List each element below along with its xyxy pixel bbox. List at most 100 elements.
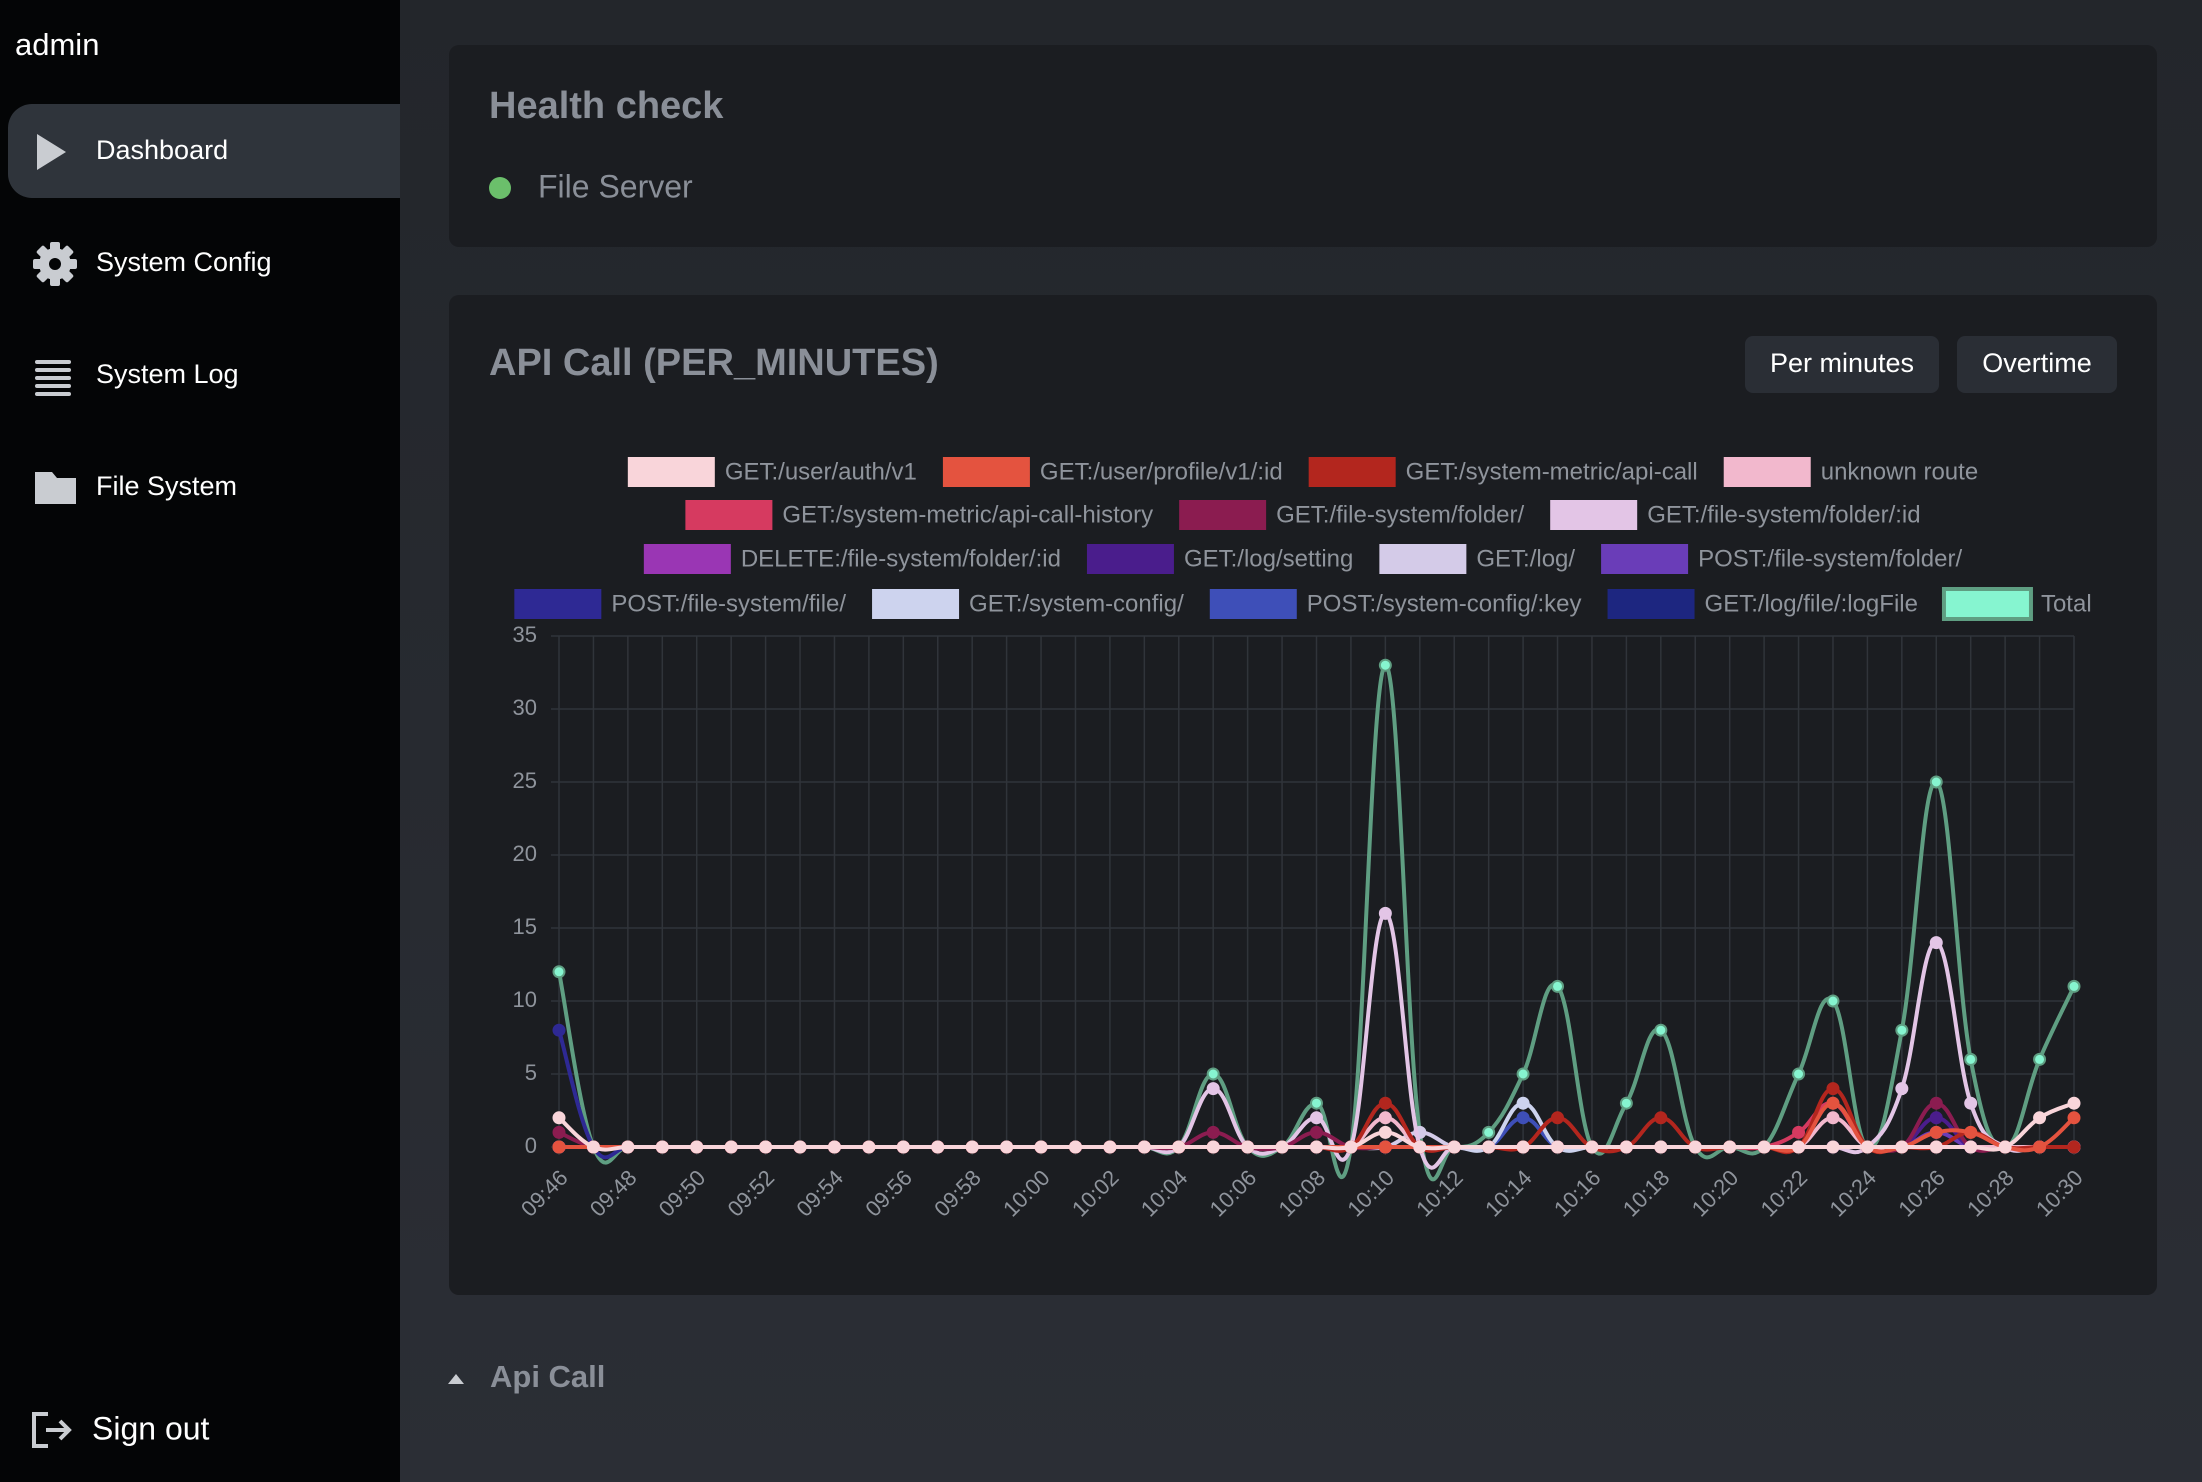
data-point [1172,1140,1186,1154]
sidebar [0,0,400,1482]
y-tick-label: 30 [513,695,537,720]
folder-icon [35,472,76,504]
data-point [1964,1096,1978,1110]
legend-label: GET:/system-metric/api-call [1406,458,1698,485]
data-point [1310,1125,1323,1139]
data-point [2067,979,2081,993]
legend-swatch [1607,589,1695,619]
service-name: File Server [538,168,693,204]
data-point [1447,1140,1461,1154]
button-label[interactable]: Overtime [1982,348,2092,378]
data-point [1378,1096,1392,1110]
dashboard-icon [37,134,66,170]
log-icon [35,360,71,396]
nav-item[interactable]: System Config [96,247,272,277]
data-point [2067,1111,2081,1125]
data-point [552,1111,566,1125]
data-point [1654,1140,1668,1154]
legend-label: DELETE:/file-system/folder/:id [741,545,1061,572]
data-point [1068,1140,1082,1154]
data-point [1137,1140,1151,1154]
legend-label: GET:/user/profile/v1/:id [1040,458,1283,485]
data-point [2033,1052,2047,1066]
nav-item[interactable]: System Log [96,359,239,389]
legend-swatch [1941,587,2033,621]
data-point [1792,1140,1806,1154]
data-point [1551,1111,1565,1125]
data-point [1516,1067,1530,1081]
data-point [1344,1140,1358,1154]
data-point [1757,1140,1771,1154]
data-point [1034,1140,1048,1154]
active-nav[interactable] [8,104,400,198]
legend: GET:/user/auth/v1 GET:/user/profile/v1/:i… [514,457,2092,621]
sign-out[interactable]: Sign out [92,1410,210,1446]
data-point [1378,658,1392,672]
legend-label: POST:/system-config/:key [1307,590,1582,617]
y-tick-label: 15 [513,914,537,939]
user-name: admin [15,27,99,62]
legend-swatch [627,457,715,487]
data-point [1310,1096,1323,1110]
data-point [1482,1140,1496,1154]
config-icon [33,242,77,286]
nav-item[interactable]: File System [96,471,237,501]
data-point [552,1125,566,1139]
data-point [1310,1111,1323,1125]
data-point [552,1023,566,1037]
data-point [1516,1096,1530,1110]
data-point [1654,1111,1668,1125]
data-point [1378,1140,1392,1154]
data-point [1929,1111,1943,1125]
legend-label: GET:/system-metric/api-call-history [782,501,1153,528]
data-point [1654,1023,1668,1037]
data-point [931,1140,945,1154]
data-point [1929,1125,1943,1139]
legend-swatch [1086,544,1174,574]
collapse-icon[interactable] [448,1374,464,1384]
data-point [1792,1125,1806,1139]
data-point [1206,1067,1220,1081]
legend-swatch [1209,589,1297,619]
data-point [1619,1096,1633,1110]
data-point [1585,1140,1599,1154]
y-tick-label: 25 [513,768,537,793]
legend-swatch [514,589,602,619]
data-point [1826,1111,1840,1125]
data-point [1792,1067,1806,1081]
data-point [1482,1125,1496,1139]
y-tick-label: 0 [525,1133,537,1158]
y-tick-label: 20 [513,841,537,866]
legend-label: GET:/log/setting [1184,545,1353,572]
data-point [793,1140,807,1154]
data-point [1378,1111,1392,1125]
data-point [1860,1140,1874,1154]
legend-swatch [872,589,960,619]
data-point [1895,1023,1909,1037]
data-point [1964,1052,1978,1066]
card-title: Health check [489,85,724,127]
data-point [2033,1111,2047,1125]
health-card [449,45,2157,247]
button-label[interactable]: Per minutes [1770,348,1914,378]
legend-label: GET:/log/ [1476,545,1575,572]
section-title[interactable]: Api Call [490,1359,605,1394]
legend-label: unknown route [1821,458,1978,485]
data-point [552,1140,566,1154]
y-tick-label: 5 [525,1060,537,1085]
data-point [1895,1140,1909,1154]
data-point [1551,979,1565,993]
data-point [1964,1140,1978,1154]
data-point [621,1140,635,1154]
nav-item[interactable]: Dashboard [96,135,228,165]
button[interactable] [1957,336,2117,393]
button[interactable] [1745,336,1939,393]
data-point [2067,1140,2081,1154]
data-point [1103,1140,1117,1154]
data-point [862,1140,876,1154]
data-point [1551,1140,1565,1154]
data-point [1206,1140,1220,1154]
legend-swatch [1550,500,1638,530]
data-point [1516,1140,1530,1154]
